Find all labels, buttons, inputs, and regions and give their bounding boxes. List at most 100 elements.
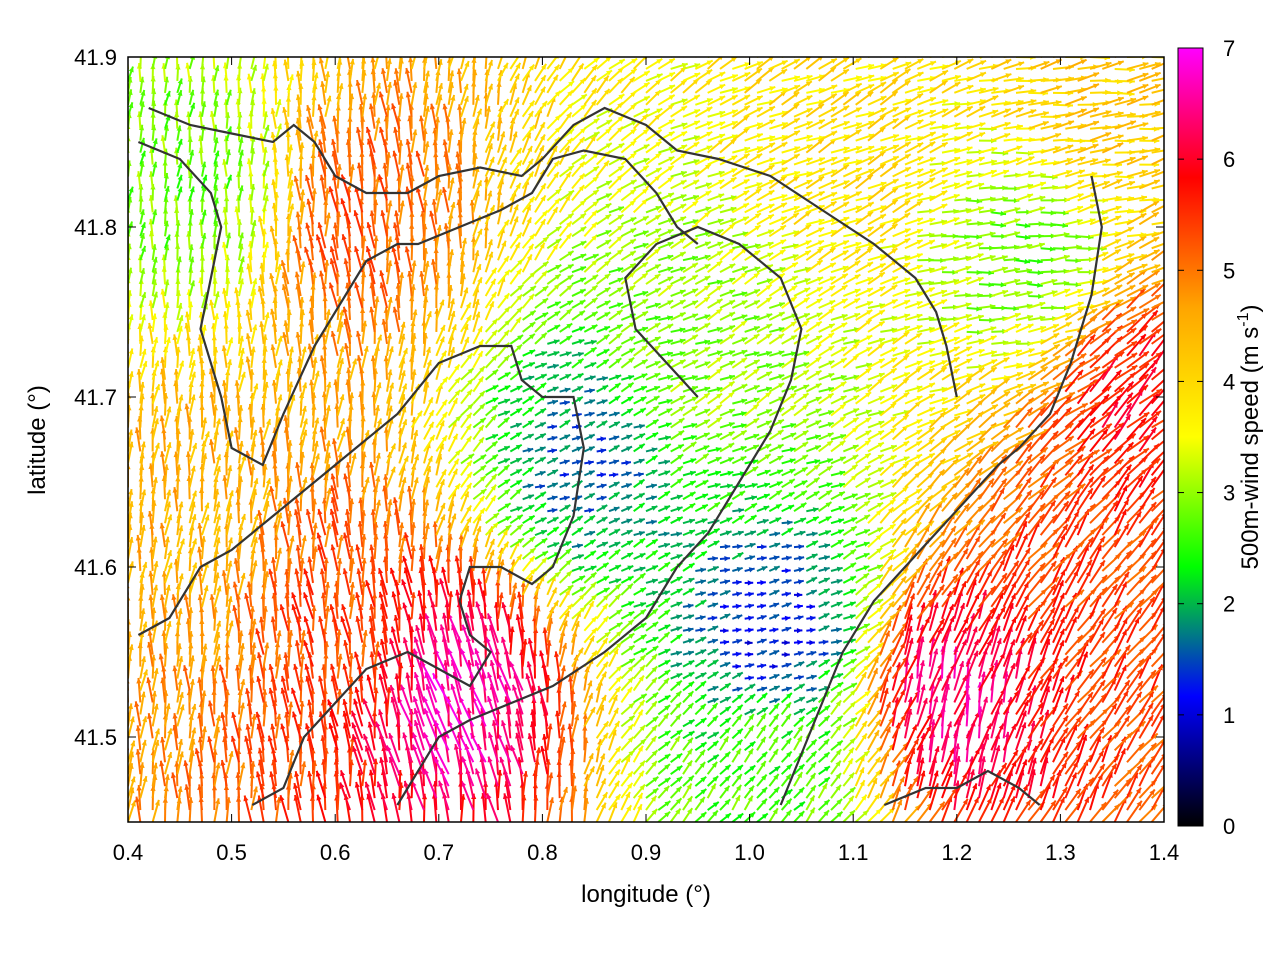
wind-arrow-head	[612, 802, 618, 809]
wind-arrow-head	[772, 808, 778, 815]
wind-arrow	[128, 776, 136, 799]
wind-arrow-head	[1010, 796, 1015, 803]
wind-arrow-head	[235, 772, 241, 778]
wind-arrow-head	[438, 780, 444, 787]
wind-arrow	[128, 744, 129, 751]
wind-arrow	[1163, 688, 1164, 691]
wind-arrow-head	[998, 797, 1004, 804]
wind-arrow	[164, 774, 170, 799]
wind-arrow	[928, 801, 946, 822]
wind-arrow-shaft	[1163, 807, 1164, 811]
wind-arrow	[620, 791, 631, 811]
wind-arrow-head	[1164, 734, 1170, 740]
wind-arrow-head	[1061, 787, 1068, 794]
wind-arrow-head	[1135, 787, 1141, 794]
wind-arrow-head	[954, 780, 961, 787]
wind-arrow	[793, 810, 805, 822]
wind-arrow-head	[626, 805, 632, 812]
wind-arrow-head	[973, 797, 979, 804]
wind-arrow-head	[700, 812, 707, 818]
wind-arrow-head	[497, 769, 503, 776]
wind-arrow	[768, 807, 779, 822]
wind-arrow-head	[1084, 797, 1089, 804]
wind-arrow-head	[747, 795, 753, 802]
wind-arrow	[243, 795, 253, 822]
wind-arrow	[546, 797, 555, 822]
wind-arrow-head	[1164, 685, 1170, 691]
wind-arrow	[657, 800, 671, 811]
wind-arrow-head	[785, 810, 792, 817]
wind-arrow-shaft	[1163, 736, 1164, 739]
wind-arrow-head	[376, 781, 382, 788]
wind-arrow	[793, 800, 806, 811]
wind-arrow	[595, 791, 609, 811]
wind-arrow-head	[391, 793, 397, 800]
wind-arrow	[1002, 796, 1016, 822]
wind-arrow	[376, 781, 388, 811]
wind-arrow-head	[130, 776, 136, 783]
wind-arrow	[719, 812, 732, 822]
wind-arrow	[423, 768, 438, 799]
wind-arrow	[867, 792, 881, 811]
wind-arrow	[139, 775, 148, 799]
wind-arrow	[719, 798, 731, 811]
wind-arrow	[213, 798, 221, 822]
wind-arrow-head	[279, 795, 285, 802]
wind-arrow	[756, 798, 768, 811]
wind-arrow-head	[123, 690, 128, 696]
wind-arrow	[316, 794, 327, 822]
wind-arrow-head	[562, 787, 568, 793]
wind-arrow-head	[211, 772, 217, 779]
wind-arrow-head	[486, 793, 492, 800]
wind-arrow-head	[712, 810, 718, 817]
wind-arrow	[1163, 616, 1164, 619]
wind-arrow	[293, 782, 302, 811]
wind-arrow-head	[951, 788, 957, 795]
wind-arrow-head	[154, 799, 160, 806]
wind-arrow-head	[164, 774, 170, 781]
wind-arrow-head	[475, 768, 481, 775]
wind-arrow	[307, 770, 314, 799]
wind-arrow	[706, 809, 719, 822]
wind-arrow	[941, 787, 958, 811]
wind-arrow-shaft	[1163, 795, 1164, 799]
wind-arrow-head	[1022, 784, 1028, 791]
wind-arrow	[620, 804, 633, 822]
wind-arrow	[965, 796, 980, 822]
wind-arrow	[184, 784, 191, 811]
wind-arrow-head	[364, 781, 370, 788]
wind-arrow	[558, 786, 568, 811]
wind-arrow	[731, 794, 741, 811]
wind-arrow-head	[1172, 582, 1177, 588]
wind-arrow	[354, 781, 364, 811]
wind-arrow	[694, 811, 707, 822]
wind-arrow-head	[675, 798, 682, 805]
wind-arrow-head	[737, 813, 744, 819]
wind-arrow	[768, 799, 781, 811]
wind-arrow-head	[849, 810, 856, 816]
wind-arrow	[368, 769, 376, 799]
wind-arrow	[315, 770, 327, 799]
wind-arrow	[817, 799, 831, 811]
wind-arrows	[123, 57, 1177, 822]
wind-arrow	[279, 794, 290, 822]
wind-arrow-shaft	[1163, 699, 1164, 703]
wind-arrow	[1163, 628, 1164, 631]
wind-arrow	[403, 780, 413, 811]
wind-arrow-head	[368, 769, 374, 776]
wind-arrow	[1163, 640, 1164, 643]
wind-arrow	[128, 624, 129, 631]
wind-arrow-head	[243, 795, 249, 802]
wind-arrow	[707, 801, 720, 811]
wind-arrow-head	[749, 812, 756, 818]
wind-arrow	[176, 786, 183, 811]
wind-arrow	[694, 796, 706, 811]
wind-arrow	[460, 780, 475, 811]
wind-arrow	[391, 792, 401, 822]
wind-arrow	[669, 797, 683, 811]
wind-arrow-head	[275, 797, 282, 803]
wind-arrow-head	[972, 783, 978, 790]
wind-arrow	[1076, 796, 1090, 822]
wind-arrow	[842, 795, 855, 811]
